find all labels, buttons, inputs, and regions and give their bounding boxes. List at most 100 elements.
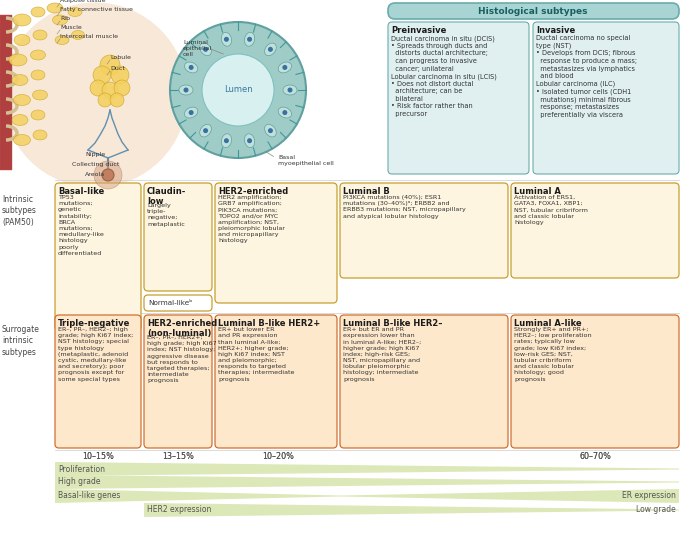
Circle shape bbox=[110, 93, 124, 107]
Text: Nipple: Nipple bbox=[85, 152, 105, 157]
FancyBboxPatch shape bbox=[388, 3, 679, 19]
Polygon shape bbox=[55, 462, 679, 476]
Circle shape bbox=[288, 88, 292, 93]
Text: Luminal B-like HER2–: Luminal B-like HER2– bbox=[343, 319, 443, 328]
Text: 10–20%: 10–20% bbox=[262, 452, 294, 461]
Ellipse shape bbox=[33, 130, 47, 140]
Ellipse shape bbox=[200, 124, 212, 137]
FancyBboxPatch shape bbox=[144, 315, 212, 448]
Circle shape bbox=[98, 93, 112, 107]
Circle shape bbox=[188, 110, 194, 115]
Circle shape bbox=[100, 55, 120, 75]
FancyBboxPatch shape bbox=[144, 183, 212, 291]
Circle shape bbox=[247, 138, 252, 143]
Text: ER expression: ER expression bbox=[622, 491, 676, 500]
Text: Low grade: Low grade bbox=[636, 505, 676, 515]
Circle shape bbox=[102, 169, 114, 181]
Polygon shape bbox=[55, 489, 340, 503]
Ellipse shape bbox=[264, 124, 276, 137]
Text: HER2-enriched
(non-luminal): HER2-enriched (non-luminal) bbox=[147, 319, 217, 338]
Ellipse shape bbox=[283, 85, 297, 95]
Text: HER2 amplification;
GRB7 amplification;
PIK3CA mutations;
TOPO2 and/or MYC
ampli: HER2 amplification; GRB7 amplification; … bbox=[218, 195, 285, 243]
Circle shape bbox=[224, 138, 229, 143]
Text: 10–20%: 10–20% bbox=[262, 452, 294, 461]
Text: HER2-enriched: HER2-enriched bbox=[218, 187, 288, 196]
Text: PI3KCA mutations (40%); ESR1
mutations (30–40%)ᵃ; ERBB2 and
ERBB3 mutations; NST: PI3KCA mutations (40%); ESR1 mutations (… bbox=[343, 195, 466, 219]
Ellipse shape bbox=[31, 7, 45, 17]
Circle shape bbox=[188, 65, 194, 70]
Circle shape bbox=[114, 80, 130, 96]
Ellipse shape bbox=[221, 32, 232, 46]
Ellipse shape bbox=[179, 85, 193, 95]
Circle shape bbox=[282, 110, 287, 115]
Circle shape bbox=[247, 37, 252, 42]
Text: Proliferation: Proliferation bbox=[58, 464, 105, 474]
Text: Histological subtypes: Histological subtypes bbox=[478, 7, 588, 16]
Circle shape bbox=[93, 66, 111, 84]
Text: ER–, PR–, HER2+;
high grade; high Ki67
index; NST histology;
aggressive disease
: ER–, PR–, HER2+; high grade; high Ki67 i… bbox=[147, 335, 216, 383]
Ellipse shape bbox=[245, 134, 255, 147]
Text: 13–15%: 13–15% bbox=[162, 452, 194, 461]
Circle shape bbox=[90, 80, 106, 96]
Bar bbox=[0, 15, 12, 170]
Ellipse shape bbox=[31, 70, 45, 80]
Text: 60–70%: 60–70% bbox=[579, 452, 611, 461]
Text: Luminal B-like HER2+: Luminal B-like HER2+ bbox=[218, 319, 321, 328]
FancyBboxPatch shape bbox=[215, 315, 337, 448]
Ellipse shape bbox=[3, 3, 188, 187]
Text: Fatty connective tissue: Fatty connective tissue bbox=[60, 7, 133, 12]
Ellipse shape bbox=[184, 107, 198, 118]
Polygon shape bbox=[340, 489, 679, 503]
Ellipse shape bbox=[264, 43, 276, 55]
Text: High grade: High grade bbox=[58, 478, 101, 486]
Circle shape bbox=[203, 128, 208, 133]
Ellipse shape bbox=[13, 14, 31, 26]
FancyBboxPatch shape bbox=[55, 183, 141, 331]
Text: Duct: Duct bbox=[110, 66, 125, 71]
Text: Strongly ER+ and PR+;
HER2–; low proliferation
rates; typically low
grade; low K: Strongly ER+ and PR+; HER2–; low prolife… bbox=[514, 327, 592, 382]
Text: Basal-like: Basal-like bbox=[58, 187, 104, 196]
Text: Muscle: Muscle bbox=[60, 25, 82, 30]
Text: Lumen: Lumen bbox=[224, 85, 252, 95]
Ellipse shape bbox=[278, 107, 292, 118]
Text: Adipose tissue: Adipose tissue bbox=[60, 0, 105, 3]
Text: Preinvasive: Preinvasive bbox=[391, 26, 447, 35]
Circle shape bbox=[94, 161, 122, 189]
Text: Intrinsic
subtypes
(PAM50): Intrinsic subtypes (PAM50) bbox=[2, 195, 37, 227]
Text: Ductal carcinoma no special
type (NST)
• Develops from DCIS; fibrous
  response : Ductal carcinoma no special type (NST) •… bbox=[536, 35, 637, 118]
Text: Luminal A: Luminal A bbox=[514, 187, 561, 196]
Text: ER–, PR–, HER2–; high
grade; high Ki67 index;
NST histology; special
type histol: ER–, PR–, HER2–; high grade; high Ki67 i… bbox=[58, 327, 134, 382]
Text: ER+ but ER and PR
expression lower than
in luminal A-like; HER2–;
higher grade; : ER+ but ER and PR expression lower than … bbox=[343, 327, 421, 382]
Ellipse shape bbox=[33, 30, 47, 40]
Circle shape bbox=[170, 22, 306, 158]
FancyBboxPatch shape bbox=[144, 295, 212, 311]
Text: Activation of ERS1,
GATA3, FOXA1, XBP1;
NST, tubular cribriform
and classic lobu: Activation of ERS1, GATA3, FOXA1, XBP1; … bbox=[514, 195, 588, 225]
Text: 10–15%: 10–15% bbox=[82, 452, 114, 461]
Ellipse shape bbox=[68, 8, 82, 17]
Ellipse shape bbox=[71, 30, 84, 39]
Text: 13–15%: 13–15% bbox=[162, 452, 194, 461]
Text: Collecting duct: Collecting duct bbox=[72, 162, 119, 167]
Circle shape bbox=[203, 47, 208, 52]
Ellipse shape bbox=[14, 135, 31, 146]
Text: Invasive: Invasive bbox=[536, 26, 575, 35]
Text: Luminal
epithelial
cell: Luminal epithelial cell bbox=[183, 40, 212, 58]
Circle shape bbox=[282, 65, 287, 70]
Ellipse shape bbox=[184, 62, 198, 73]
Circle shape bbox=[111, 66, 129, 84]
Bar bbox=[0, 15, 12, 170]
Text: Areola: Areola bbox=[85, 172, 105, 177]
Text: Surrogate
intrinsic
subtypes: Surrogate intrinsic subtypes bbox=[2, 325, 40, 357]
FancyBboxPatch shape bbox=[388, 22, 529, 174]
Ellipse shape bbox=[53, 15, 68, 25]
Circle shape bbox=[268, 128, 273, 133]
FancyBboxPatch shape bbox=[340, 183, 508, 278]
Ellipse shape bbox=[12, 74, 28, 85]
Ellipse shape bbox=[200, 43, 212, 55]
Text: ER+ but lower ER
and PR expression
than luminal A-like;
HER2+; higher grade;
hig: ER+ but lower ER and PR expression than … bbox=[218, 327, 295, 382]
Ellipse shape bbox=[55, 35, 69, 44]
Ellipse shape bbox=[31, 110, 45, 120]
FancyBboxPatch shape bbox=[340, 315, 508, 448]
Text: Lobule: Lobule bbox=[110, 55, 131, 60]
Circle shape bbox=[224, 37, 229, 42]
